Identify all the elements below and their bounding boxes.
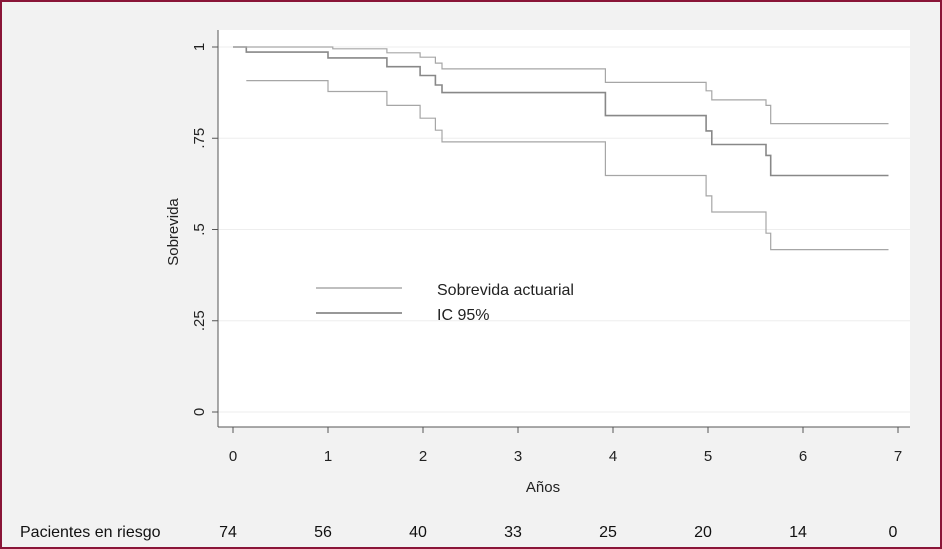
at-risk-count-1: 56	[314, 524, 332, 541]
at-risk-counts: 74 56 40 33 25 20 14 0	[219, 524, 897, 541]
at-risk-label: Pacientes en riesgo	[20, 524, 161, 541]
series-line-1	[233, 46, 889, 125]
y-tick-label-3: .75	[191, 128, 208, 149]
x-ticks: 0 1 2 3 4 5 6 7	[229, 427, 902, 465]
x-axis-title: Años	[526, 479, 560, 496]
at-risk-count-3: 33	[504, 524, 522, 541]
series-line-0	[233, 46, 889, 177]
y-tick-label-4: 1	[191, 43, 208, 51]
y-tick-label-0: 0	[191, 408, 208, 416]
legend-label-survival: Sobrevida actuarial	[437, 282, 574, 299]
y-tick-label-1: .25	[191, 310, 208, 331]
series-group	[233, 46, 889, 251]
y-axis-title: Sobrevida	[165, 198, 182, 266]
at-risk-count-5: 20	[694, 524, 712, 541]
at-risk-count-6: 14	[789, 524, 807, 541]
at-risk-count-2: 40	[409, 524, 427, 541]
series-line-2	[246, 80, 889, 251]
x-tick-label-4: 4	[609, 448, 617, 465]
x-tick-label-0: 0	[229, 448, 237, 465]
at-risk-count-4: 25	[599, 524, 617, 541]
x-tick-label-7: 7	[894, 448, 902, 465]
x-tick-label-6: 6	[799, 448, 807, 465]
y-tick-label-2: .5	[191, 223, 208, 236]
at-risk-count-7: 0	[889, 524, 898, 541]
y-ticks: 0 .25 .5 .75 1	[191, 43, 218, 416]
x-tick-label-1: 1	[324, 448, 332, 465]
at-risk-count-0: 74	[219, 524, 237, 541]
plot-area	[218, 30, 910, 427]
x-tick-label-5: 5	[704, 448, 712, 465]
legend: Sobrevida actuarial IC 95%	[316, 282, 574, 324]
x-tick-label-2: 2	[419, 448, 427, 465]
x-tick-label-3: 3	[514, 448, 522, 465]
legend-label-ci: IC 95%	[437, 307, 489, 324]
